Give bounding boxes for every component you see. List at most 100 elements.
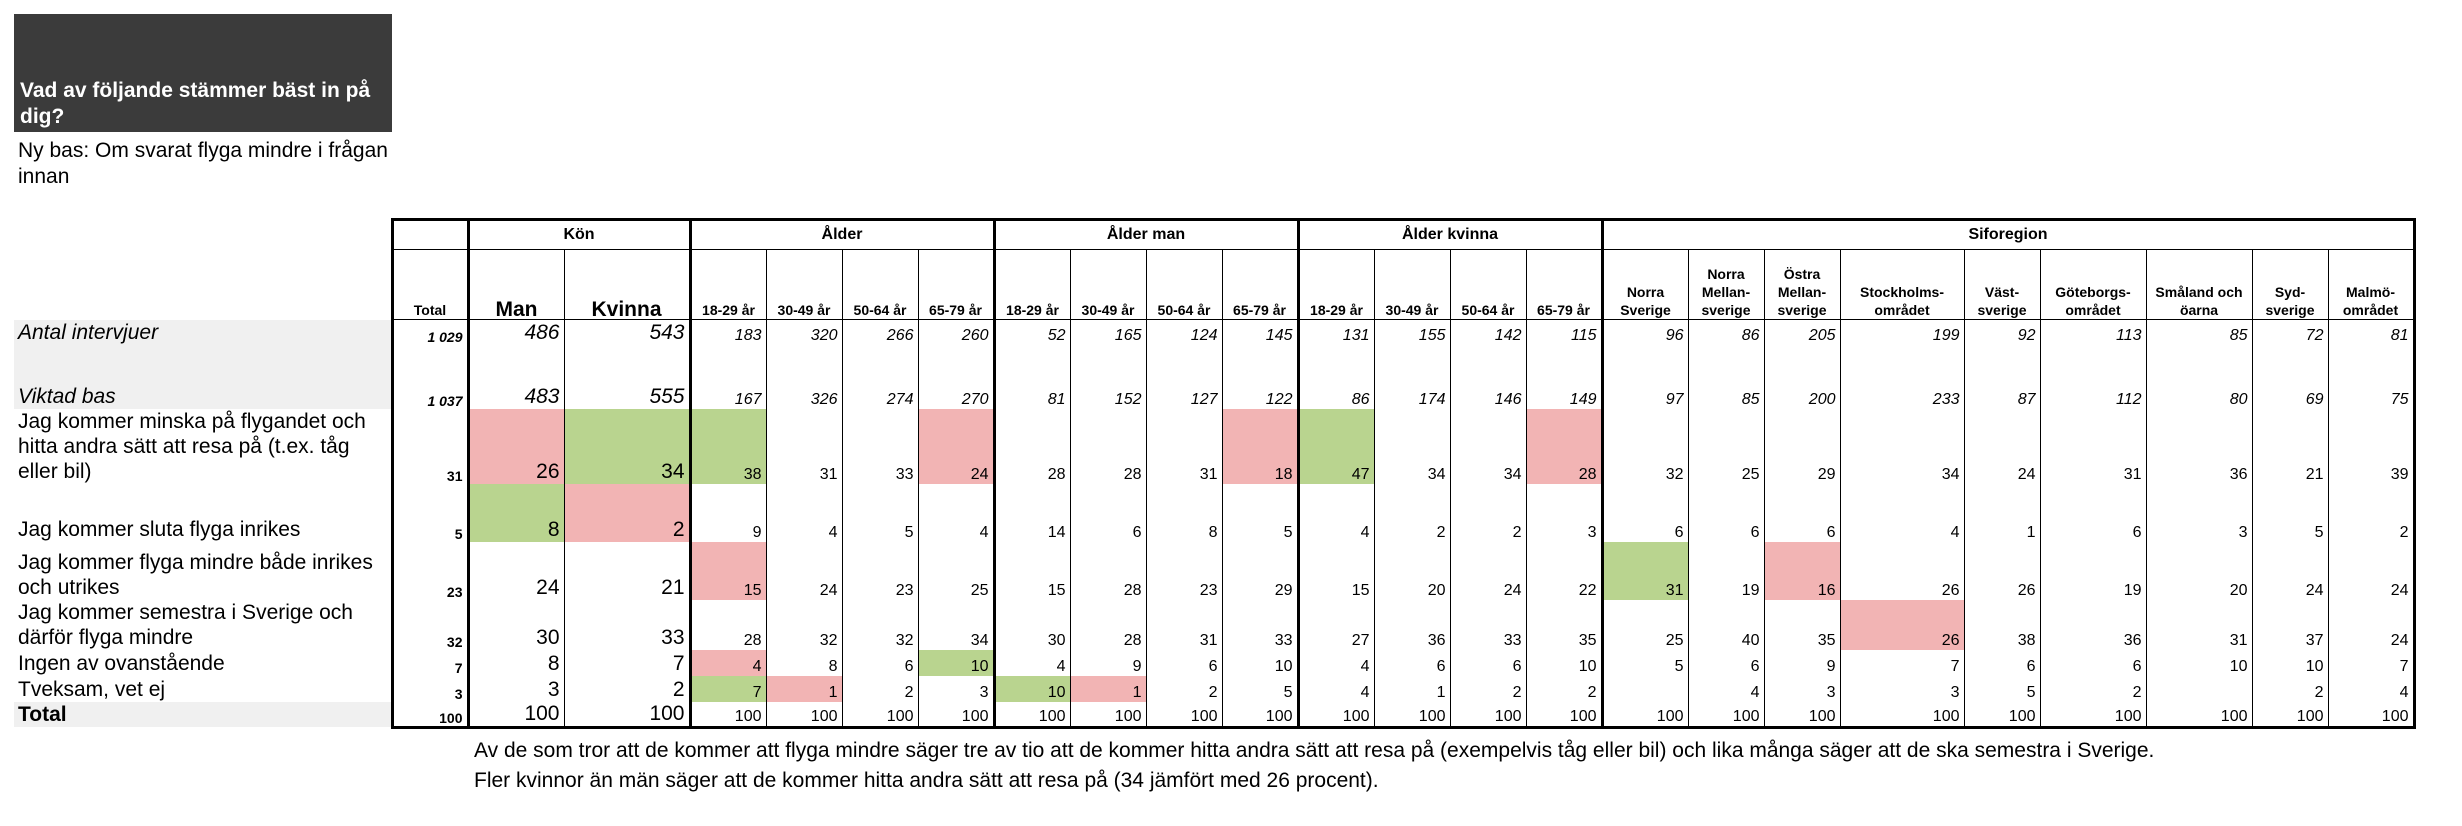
- table-cell: 33: [1221, 599, 1298, 650]
- table-cell: 31: [1600, 541, 1688, 600]
- table-cell: 9: [1069, 649, 1146, 676]
- table-cell: 32: [1600, 408, 1688, 484]
- table-cell: 28: [992, 408, 1070, 484]
- row-label: Antal intervjuer: [14, 319, 392, 345]
- table-cell: 96: [1600, 319, 1688, 345]
- table-cell: 2: [1449, 675, 1526, 702]
- table-cell: 6: [1449, 649, 1526, 676]
- table-cell: 10: [917, 649, 994, 676]
- table-cell: 75: [2327, 344, 2416, 409]
- row-label: Total: [14, 701, 392, 727]
- table-cell: 3: [390, 675, 468, 702]
- table-cell: 16: [1763, 541, 1840, 600]
- group-header-total: [390, 218, 468, 250]
- table-cell: 26: [1839, 599, 1964, 650]
- table-cell: 146: [1449, 344, 1526, 409]
- column-header: 30-49 år: [1373, 249, 1450, 320]
- table-cell: 233: [1839, 344, 1964, 409]
- table-cell: 18: [1221, 408, 1298, 484]
- table-cell: 81: [2327, 319, 2416, 345]
- table-cell: 34: [1373, 408, 1450, 484]
- table-cell: 31: [2039, 408, 2146, 484]
- table-cell: 205: [1763, 319, 1840, 345]
- table-cell: 100: [1373, 701, 1450, 729]
- column-header: Syd-sverige: [2251, 249, 2328, 320]
- table-cell: 10: [1221, 649, 1298, 676]
- table-cell: 100: [1763, 701, 1840, 729]
- table-cell: 6: [1687, 649, 1764, 676]
- table-cell: 2: [841, 675, 918, 702]
- table-cell: 3: [1525, 483, 1602, 542]
- table-cell: 100: [1069, 701, 1146, 729]
- table-cell: 23: [841, 541, 918, 600]
- table-cell: 32: [765, 599, 842, 650]
- table-row: Jag kommer flyga mindre både inrikes och…: [14, 541, 2416, 600]
- table-cell: 10: [1525, 649, 1602, 676]
- table-cell: 30: [992, 599, 1070, 650]
- table-cell: 26: [1963, 541, 2040, 600]
- table-cell: 122: [1221, 344, 1298, 409]
- table-cell: 47: [1296, 408, 1374, 484]
- table-cell: 81: [992, 344, 1070, 409]
- table-cell: 31: [765, 408, 842, 484]
- table-cell: 9: [688, 483, 766, 542]
- table-cell: 5: [1221, 483, 1298, 542]
- table-cell: 266: [841, 319, 918, 345]
- table-cell: 2: [563, 675, 690, 702]
- table-cell: 165: [1069, 319, 1146, 345]
- table-cell: 52: [992, 319, 1070, 345]
- table-cell: 8: [765, 649, 842, 676]
- table-cell: 555: [563, 344, 690, 409]
- table-cell: 97: [1600, 344, 1688, 409]
- table-cell: 5: [390, 483, 468, 542]
- table-cell: 100: [1221, 701, 1298, 729]
- table-cell: 14: [992, 483, 1070, 542]
- table-cell: 2: [2039, 675, 2146, 702]
- row-label: Jag kommer minska på flygandet och hitta…: [18, 409, 366, 483]
- table-cell: 1 037: [390, 344, 468, 409]
- table-cell: 112: [2039, 344, 2146, 409]
- table-cell: 155: [1373, 319, 1450, 345]
- table-cell: 6: [1963, 649, 2040, 676]
- table-cell: 7: [1839, 649, 1964, 676]
- column-header: 65-79 år: [1525, 249, 1602, 320]
- row-label: Jag kommer sluta flyga inrikes: [18, 517, 301, 541]
- crosstab-table: Kön Ålder Ålder man Ålder kvinna Siforegion T…: [14, 218, 2416, 729]
- table-cell: 4: [917, 483, 994, 542]
- table-cell: 4: [1296, 675, 1374, 702]
- table-cell: 6: [841, 649, 918, 676]
- table-cell: 10: [992, 675, 1070, 702]
- table-cell: 2: [1373, 483, 1450, 542]
- column-header: 65-79 år: [1221, 249, 1298, 320]
- table-cell: 24: [2251, 541, 2328, 600]
- table-cell: 199: [1839, 319, 1964, 345]
- table-cell: 4: [2327, 675, 2416, 702]
- table-cell: 5: [1600, 649, 1688, 676]
- table-cell: 15: [688, 541, 766, 600]
- table-cell: 28: [1069, 408, 1146, 484]
- table-cell: 2: [1525, 675, 1602, 702]
- table-cell: 124: [1145, 319, 1222, 345]
- row-label: Tveksam, vet ej: [18, 677, 166, 701]
- table-cell: [2145, 675, 2252, 702]
- column-header: Total: [390, 249, 468, 320]
- table-cell: 24: [765, 541, 842, 600]
- group-header-siforegion: Siforegion: [1600, 218, 2416, 250]
- table-cell: 27: [1296, 599, 1374, 650]
- table-cell: 326: [765, 344, 842, 409]
- group-header-alder: Ålder: [688, 218, 994, 250]
- table-cell: 5: [1221, 675, 1298, 702]
- table-cell: 115: [1525, 319, 1602, 345]
- column-header: 50-64 år: [841, 249, 918, 320]
- table-cell: 200: [1763, 344, 1840, 409]
- table-cell: 5: [1963, 675, 2040, 702]
- column-header: 18-29 år: [1296, 249, 1374, 320]
- table-cell: 25: [917, 541, 994, 600]
- table-cell: 35: [1525, 599, 1602, 650]
- table-cell: 34: [563, 408, 690, 484]
- table-cell: 28: [1525, 408, 1602, 484]
- table-cell: 142: [1449, 319, 1526, 345]
- table-cell: 10: [2251, 649, 2328, 676]
- table-cell: 31: [2145, 599, 2252, 650]
- table-cell: 127: [1145, 344, 1222, 409]
